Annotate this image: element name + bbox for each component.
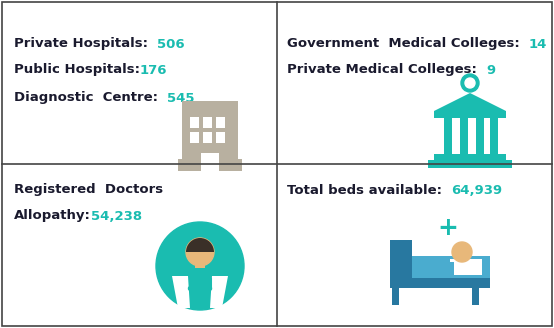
Text: Registered  Doctors: Registered Doctors xyxy=(14,183,163,196)
Bar xyxy=(392,285,399,305)
Circle shape xyxy=(156,222,244,310)
Bar xyxy=(208,87,213,101)
Text: +: + xyxy=(438,216,459,240)
Bar xyxy=(195,254,205,268)
Text: 64,939: 64,939 xyxy=(452,183,502,196)
Bar xyxy=(178,159,242,171)
Bar xyxy=(390,240,412,278)
Circle shape xyxy=(452,242,472,262)
Text: 506: 506 xyxy=(157,37,185,51)
Text: 54,238: 54,238 xyxy=(91,210,142,222)
Bar xyxy=(472,285,479,305)
Text: Diagnostic  Centre:: Diagnostic Centre: xyxy=(14,92,167,105)
Bar xyxy=(182,101,238,111)
Circle shape xyxy=(461,74,479,92)
Bar xyxy=(201,153,219,171)
Text: Private Hospitals:: Private Hospitals: xyxy=(14,37,157,51)
Circle shape xyxy=(186,238,214,266)
Polygon shape xyxy=(172,276,228,308)
Bar xyxy=(414,262,454,278)
Bar xyxy=(450,259,482,275)
Bar xyxy=(190,132,199,143)
Bar xyxy=(390,256,490,278)
Bar xyxy=(216,132,225,143)
Bar xyxy=(460,118,468,154)
Bar xyxy=(390,278,490,288)
Bar xyxy=(490,118,498,154)
Polygon shape xyxy=(188,276,212,308)
Polygon shape xyxy=(434,93,506,111)
Text: Public Hospitals:: Public Hospitals: xyxy=(14,64,140,76)
Bar xyxy=(202,91,218,96)
Circle shape xyxy=(208,286,212,291)
Text: Private Medical Colleges:: Private Medical Colleges: xyxy=(287,64,486,76)
Text: 176: 176 xyxy=(140,64,167,76)
Bar xyxy=(434,154,506,160)
Text: Allopathy:: Allopathy: xyxy=(14,210,91,222)
Bar xyxy=(203,132,212,143)
Bar xyxy=(444,118,452,154)
Bar xyxy=(190,117,199,128)
Wedge shape xyxy=(186,238,214,252)
Text: 14: 14 xyxy=(529,37,547,51)
Text: Total beds available:: Total beds available: xyxy=(287,183,452,196)
Text: Government  Medical Colleges:: Government Medical Colleges: xyxy=(287,37,529,51)
Circle shape xyxy=(465,78,475,88)
Bar xyxy=(434,111,506,118)
Bar xyxy=(476,118,484,154)
Text: 9: 9 xyxy=(486,64,495,76)
Bar xyxy=(216,117,225,128)
Circle shape xyxy=(188,286,192,291)
Text: 545: 545 xyxy=(167,92,195,105)
Bar xyxy=(182,111,238,163)
Bar xyxy=(203,117,212,128)
Bar xyxy=(428,160,512,168)
